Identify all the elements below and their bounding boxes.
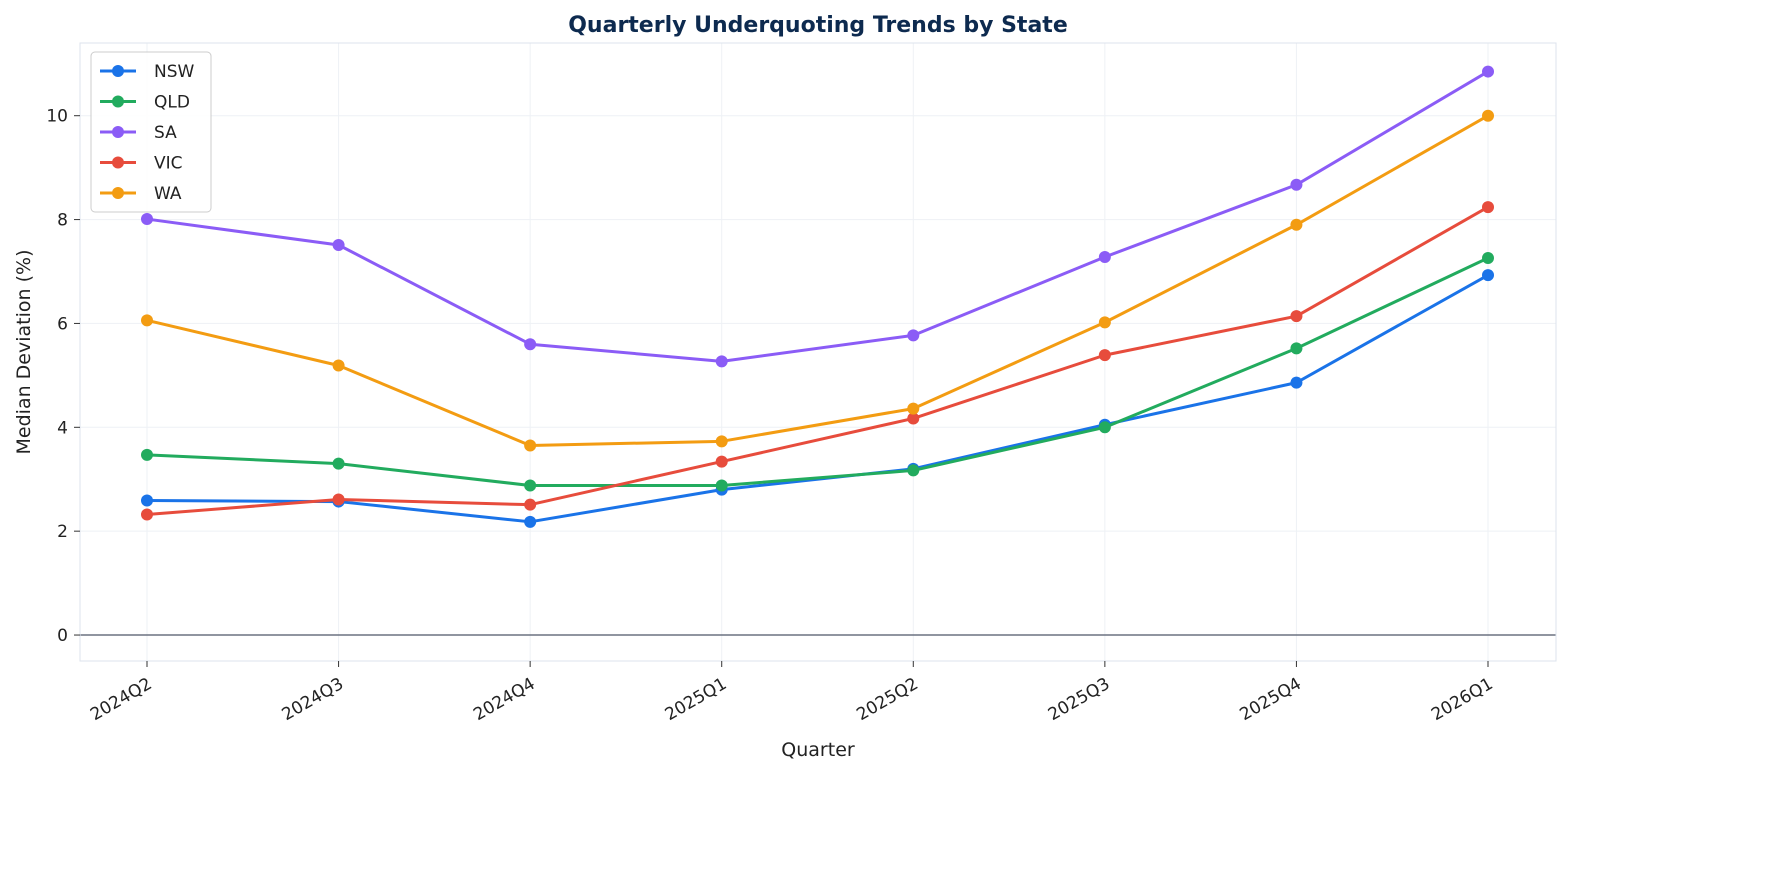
- y-tick-label: 6: [57, 314, 68, 334]
- data-point-sa: [1098, 250, 1111, 263]
- legend-item-nsw: NSW: [100, 62, 195, 82]
- data-point-qld: [1482, 252, 1494, 265]
- data-point-vic: [907, 412, 920, 425]
- series-lines: [141, 65, 1494, 528]
- legend-swatch-marker: [112, 187, 124, 199]
- x-tick-label: 2024Q4: [470, 674, 538, 725]
- series-vic: [141, 201, 1494, 521]
- legend-item-sa: SA: [100, 123, 177, 143]
- series-line-qld: [146, 256, 1489, 487]
- data-point-vic: [524, 498, 537, 511]
- x-tick-label: 2025Q1: [662, 674, 730, 725]
- data-point-sa: [1482, 65, 1494, 78]
- legend-swatch-marker: [112, 65, 124, 77]
- data-point-vic: [332, 493, 345, 506]
- legend-item-qld: QLD: [100, 93, 190, 113]
- x-tick-label: 2024Q3: [279, 674, 347, 725]
- x-tick-label: 2025Q3: [1045, 674, 1113, 725]
- data-point-nsw: [1482, 269, 1494, 282]
- data-point-wa: [332, 359, 345, 372]
- series-sa: [141, 65, 1494, 368]
- series-nsw: [141, 269, 1494, 528]
- data-point-wa: [141, 314, 153, 327]
- y-tick-label: 10: [46, 107, 68, 127]
- data-point-sa: [332, 239, 345, 252]
- chart-title: Quarterly Underquoting Trends by State: [568, 13, 1068, 38]
- data-point-wa: [1482, 109, 1494, 122]
- legend-label: VIC: [154, 154, 183, 174]
- data-point-wa: [1290, 218, 1303, 231]
- series-line-wa: [146, 114, 1489, 447]
- data-point-wa: [1098, 316, 1111, 329]
- data-point-nsw: [524, 515, 537, 528]
- data-point-qld: [907, 464, 920, 477]
- data-point-wa: [715, 435, 728, 448]
- x-axis: 2024Q2 2024Q3 2024Q4 2025Q1 2025Q2 2025Q3 2025…: [87, 661, 1497, 725]
- legend-label: WA: [154, 184, 182, 204]
- legend-label: SA: [154, 123, 177, 143]
- data-point-wa: [907, 402, 920, 415]
- series-line-nsw: [146, 273, 1489, 524]
- data-point-vic: [1482, 201, 1494, 214]
- series-line-sa: [146, 70, 1489, 363]
- y-axis: 0 2 4 6 8 10: [46, 107, 80, 646]
- data-point-wa: [524, 439, 537, 452]
- x-tick-label: 2025Q2: [853, 674, 921, 725]
- data-point-nsw: [141, 494, 153, 507]
- data-point-qld: [715, 479, 728, 492]
- series-line-vic: [146, 205, 1489, 517]
- legend-label: QLD: [154, 93, 190, 113]
- y-tick-label: 2: [57, 522, 68, 542]
- series-qld: [141, 252, 1494, 492]
- x-tick-label: 2024Q2: [87, 674, 155, 725]
- data-point-vic: [1290, 310, 1303, 323]
- legend: NSW QLD SA VIC WA: [90, 51, 212, 213]
- legend-swatch-marker: [112, 95, 124, 108]
- data-point-qld: [1098, 421, 1111, 434]
- series-wa: [141, 109, 1494, 452]
- data-point-nsw: [1290, 376, 1303, 389]
- data-point-vic: [715, 455, 728, 468]
- y-tick-label: 4: [57, 418, 68, 438]
- legend-swatch-marker: [112, 126, 124, 138]
- data-point-qld: [332, 457, 345, 470]
- legend-label: NSW: [154, 62, 195, 82]
- data-point-vic: [141, 508, 153, 521]
- plot-frame: [79, 42, 1557, 662]
- y-tick-label: 0: [57, 626, 68, 646]
- legend-item-wa: WA: [100, 184, 182, 204]
- data-point-sa: [1290, 178, 1303, 191]
- x-axis-label: Quarter: [781, 739, 855, 761]
- x-tick-label: 2025Q4: [1236, 674, 1304, 725]
- legend-item-vic: VIC: [100, 154, 183, 174]
- legend-box: [90, 51, 212, 213]
- y-tick-label: 8: [57, 211, 68, 231]
- data-point-sa: [907, 329, 920, 342]
- data-point-sa: [715, 355, 728, 368]
- data-point-qld: [1290, 342, 1303, 355]
- data-point-vic: [1098, 349, 1111, 362]
- data-point-qld: [524, 479, 537, 492]
- data-point-sa: [524, 338, 537, 351]
- x-tick-label: 2026Q1: [1428, 674, 1496, 725]
- data-point-sa: [141, 213, 153, 226]
- grid: [80, 43, 1556, 661]
- y-axis-label: Median Deviation (%): [13, 250, 35, 455]
- data-point-qld: [141, 448, 153, 461]
- legend-swatch-marker: [112, 156, 124, 169]
